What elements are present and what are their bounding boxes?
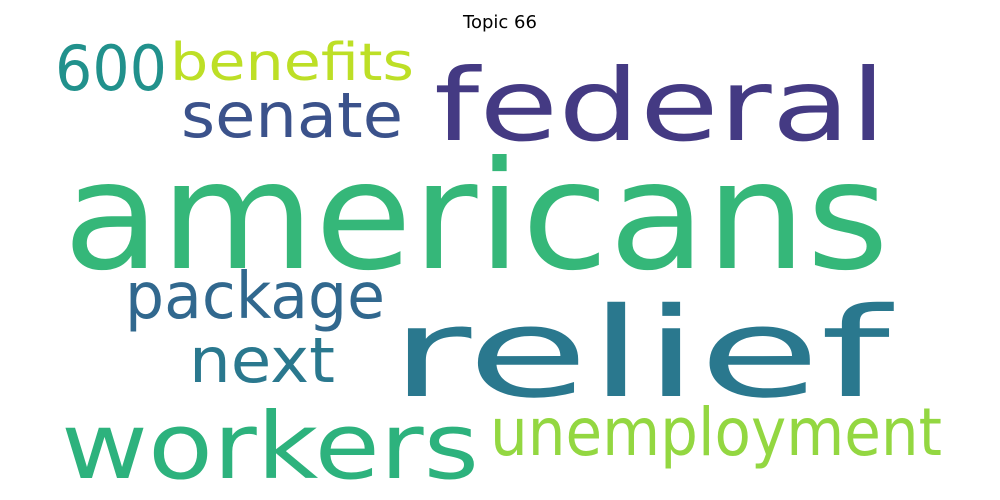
word-600: 600 — [55, 32, 167, 105]
word-unemployment: unemployment — [490, 394, 942, 471]
word-senate: senate — [181, 79, 403, 152]
word-federal: federal — [434, 47, 886, 164]
word-next: next — [189, 324, 335, 397]
word-americans: americans — [63, 130, 889, 304]
word-package: package — [125, 260, 385, 334]
word-benefits: benefits — [170, 33, 414, 93]
word-workers: workers — [61, 393, 479, 500]
word-relief: relief — [390, 282, 895, 426]
chart-title: Topic 66 — [463, 12, 537, 33]
